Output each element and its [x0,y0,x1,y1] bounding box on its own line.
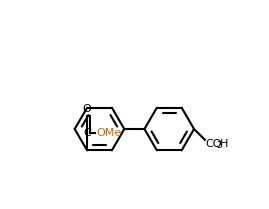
Text: CO: CO [206,139,222,149]
Text: C: C [83,128,91,138]
Text: 2: 2 [217,141,222,150]
Text: O: O [83,104,91,114]
Text: H: H [220,139,228,149]
Text: OMe: OMe [96,128,122,138]
